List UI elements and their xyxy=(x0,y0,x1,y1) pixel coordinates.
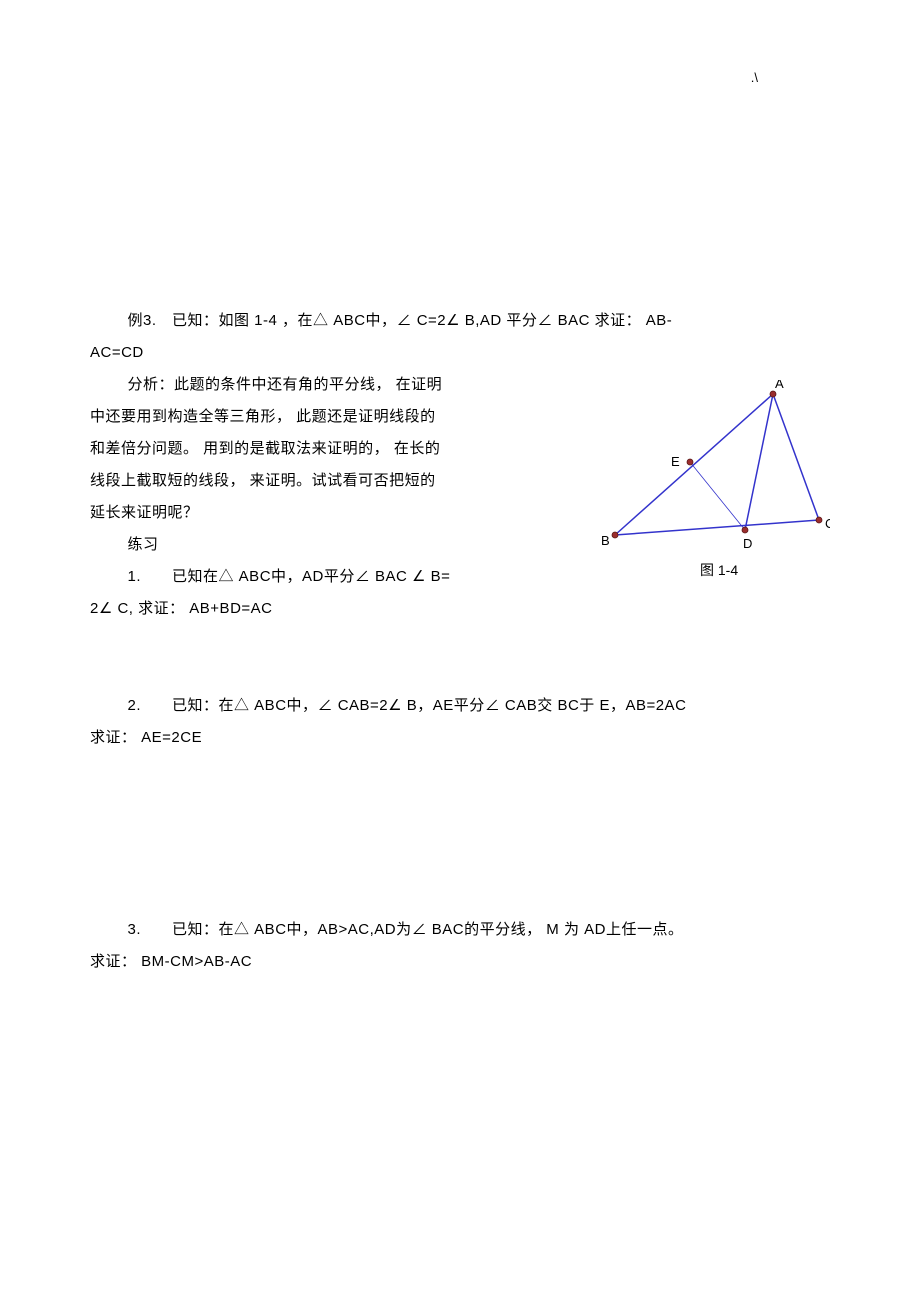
exercise2-line2: 求证： AE=2CE xyxy=(90,722,830,754)
svg-text:C: C xyxy=(825,516,830,531)
figure-1-4: A B C D E 图 1-4 xyxy=(595,380,830,580)
svg-text:E: E xyxy=(671,454,680,469)
example3-analysis-l5: 延长来证明呢？ xyxy=(90,497,530,529)
example-3: 例3. 已知：如图 1-4 ，在△ ABC中，∠ C=2∠ B,AD 平分∠ B… xyxy=(90,305,830,978)
exercise1-line2: 2∠ C, 求证： AB+BD=AC xyxy=(90,593,830,625)
exercise3-line2: 求证： BM-CM>AB-AC xyxy=(90,946,830,978)
svg-text:A: A xyxy=(775,380,784,391)
exercise3-line1: 3. 已知：在△ ABC中，AB>AC,AD为∠ BAC的平分线， M 为 AD… xyxy=(90,914,830,946)
figure-caption: 图 1-4 xyxy=(700,560,738,580)
svg-text:D: D xyxy=(743,536,752,551)
example3-analysis-l4: 线段上截取短的线段， 来证明。试试看可否把短的 xyxy=(90,465,530,497)
content-area: 例3. 已知：如图 1-4 ，在△ ABC中，∠ C=2∠ B,AD 平分∠ B… xyxy=(90,305,830,978)
example3-line2: AC=CD xyxy=(90,337,830,369)
example3-analysis-l2: 中还要用到构造全等三角形， 此题还是证明线段的 xyxy=(90,401,530,433)
exercise-2: 2. 已知：在△ ABC中，∠ CAB=2∠ B，AE平分∠ CAB交 BC于 … xyxy=(90,690,830,754)
example3-analysis-l3: 和差倍分问题。 用到的是截取法来证明的， 在长的 xyxy=(90,433,530,465)
exercise-3: 3. 已知：在△ ABC中，AB>AC,AD为∠ BAC的平分线， M 为 AD… xyxy=(90,914,830,978)
svg-text:B: B xyxy=(601,533,610,548)
example3-analysis-l1: 分析：此题的条件中还有角的平分线， 在证明 xyxy=(90,369,530,401)
example3-analysis: 分析：此题的条件中还有角的平分线， 在证明 中还要用到构造全等三角形， 此题还是… xyxy=(90,369,530,529)
page-marker: .\ xyxy=(751,70,758,85)
triangle-diagram: A B C D E xyxy=(595,380,830,560)
exercise2-line1: 2. 已知：在△ ABC中，∠ CAB=2∠ B，AE平分∠ CAB交 BC于 … xyxy=(90,690,830,722)
example3-line1: 例3. 已知：如图 1-4 ，在△ ABC中，∠ C=2∠ B,AD 平分∠ B… xyxy=(90,305,830,337)
